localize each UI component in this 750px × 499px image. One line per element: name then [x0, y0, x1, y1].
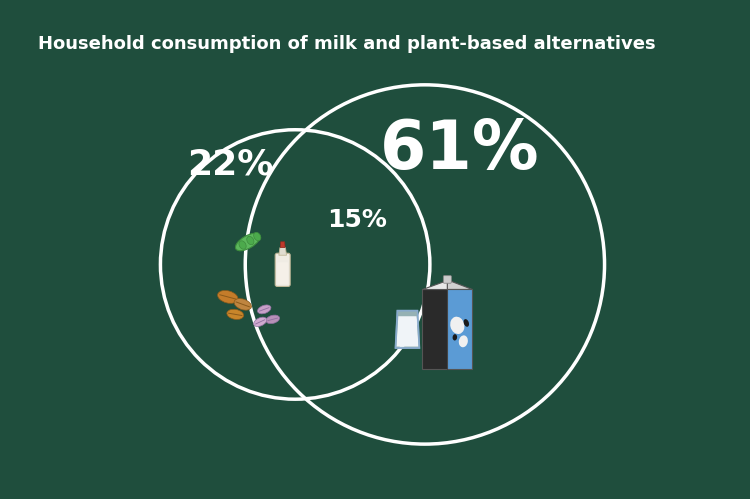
- Ellipse shape: [257, 305, 271, 314]
- FancyBboxPatch shape: [275, 253, 290, 286]
- Ellipse shape: [266, 315, 280, 324]
- Polygon shape: [279, 248, 286, 255]
- Ellipse shape: [236, 233, 260, 251]
- Polygon shape: [397, 316, 418, 346]
- Polygon shape: [422, 289, 447, 369]
- Polygon shape: [395, 310, 419, 348]
- Ellipse shape: [239, 241, 246, 249]
- Text: Household consumption of milk and plant-based alternatives: Household consumption of milk and plant-…: [38, 35, 656, 53]
- Ellipse shape: [226, 309, 244, 319]
- Ellipse shape: [464, 319, 469, 327]
- FancyBboxPatch shape: [278, 262, 288, 284]
- FancyBboxPatch shape: [443, 275, 452, 283]
- Ellipse shape: [450, 317, 464, 334]
- Text: 22%: 22%: [187, 148, 274, 182]
- Polygon shape: [447, 289, 472, 369]
- Ellipse shape: [254, 233, 261, 241]
- Ellipse shape: [452, 334, 457, 340]
- Polygon shape: [280, 242, 285, 248]
- Text: 61%: 61%: [380, 117, 540, 183]
- Ellipse shape: [217, 290, 238, 303]
- Polygon shape: [422, 280, 447, 289]
- Text: 15%: 15%: [328, 208, 388, 232]
- Ellipse shape: [247, 237, 254, 245]
- Ellipse shape: [234, 298, 251, 310]
- Ellipse shape: [254, 317, 267, 326]
- Ellipse shape: [459, 335, 468, 347]
- Polygon shape: [447, 280, 472, 289]
